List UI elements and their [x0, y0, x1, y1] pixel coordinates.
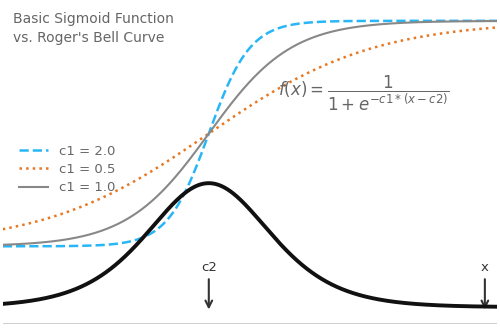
Text: $f(x) = \dfrac{1}{1 + e^{-c1*(x-c2)}}$: $f(x) = \dfrac{1}{1 + e^{-c1*(x-c2)}}$: [278, 73, 450, 113]
Text: c2: c2: [201, 261, 216, 307]
Text: Basic Sigmoid Function
vs. Roger's Bell Curve: Basic Sigmoid Function vs. Roger's Bell …: [12, 12, 173, 45]
Text: x: x: [481, 261, 489, 307]
Legend: c1 = 2.0, c1 = 0.5, c1 = 1.0: c1 = 2.0, c1 = 0.5, c1 = 1.0: [20, 145, 115, 195]
